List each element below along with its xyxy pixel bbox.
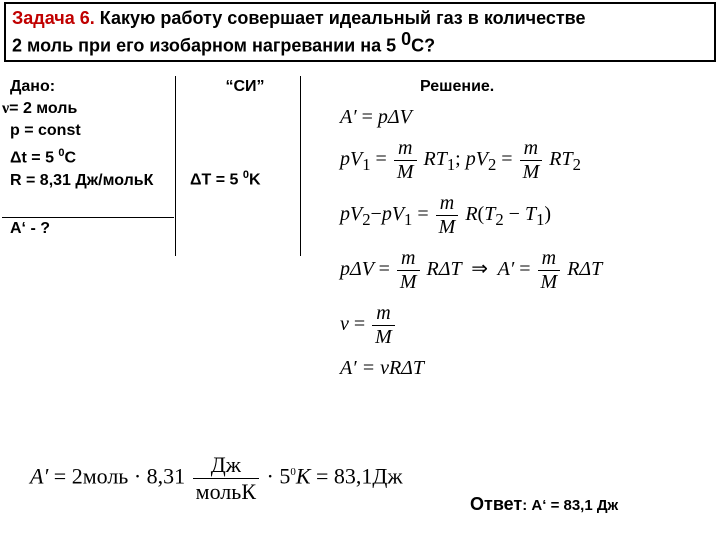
solution-area: Дано: ν= 2 моль p = const Δt = 5 0С R = … — [0, 62, 720, 78]
degree-sup: 0 — [401, 29, 411, 49]
answer-label: Ответ — [470, 494, 522, 514]
problem-line1: Какую работу совершает идеальный газ в к… — [95, 8, 586, 28]
eq6: A′ = νRΔT — [340, 357, 700, 380]
given-r: R = 8,31 Дж/мольК — [2, 170, 172, 192]
find: A‘ - ? — [2, 218, 172, 240]
eq5: ν = mM — [340, 302, 700, 349]
eq2: pV1 = mM RT1; pV2 = mM RT2 — [340, 137, 700, 184]
given-column: Дано: ν= 2 моль p = const Δt = 5 0С R = … — [2, 76, 172, 239]
eq3: pV2−pV1 = mM R(T2 − T1) — [340, 192, 700, 239]
si-header: “СИ” — [190, 76, 300, 98]
solution-column: Решение. A′ = pΔV pV1 = mM RT1; pV2 = mM… — [340, 76, 700, 388]
problem-unit: С? — [411, 35, 435, 55]
calculation: A′ = 2моль · 8,31 ДжмольК · 50К = 83,1Дж — [30, 452, 403, 505]
eq4: pΔV = mM RΔT ⇒ A′ = mM RΔT — [340, 247, 700, 294]
divider-2 — [300, 76, 301, 256]
si-column: “СИ” ΔT = 5 0K — [190, 76, 300, 191]
given-dt: Δt = 5 — [10, 150, 58, 167]
problem-line2: 2 моль при его изобарном нагревании на 5 — [12, 35, 401, 55]
solution-header: Решение. — [340, 76, 700, 98]
answer-text: : A‘ = 83,1 Дж — [522, 497, 618, 514]
given-header: Дано: — [2, 76, 172, 98]
si-dt: ΔT = 5 — [190, 172, 243, 189]
divider-1 — [175, 76, 176, 256]
problem-number: Задача 6. — [12, 8, 95, 28]
problem-statement: Задача 6. Какую работу совершает идеальн… — [4, 2, 716, 62]
given-nu: = 2 моль — [9, 100, 77, 117]
eq1: A′ = pΔV — [340, 106, 700, 129]
answer: Ответ: A‘ = 83,1 Дж — [470, 494, 618, 515]
given-p: p = const — [2, 120, 172, 142]
